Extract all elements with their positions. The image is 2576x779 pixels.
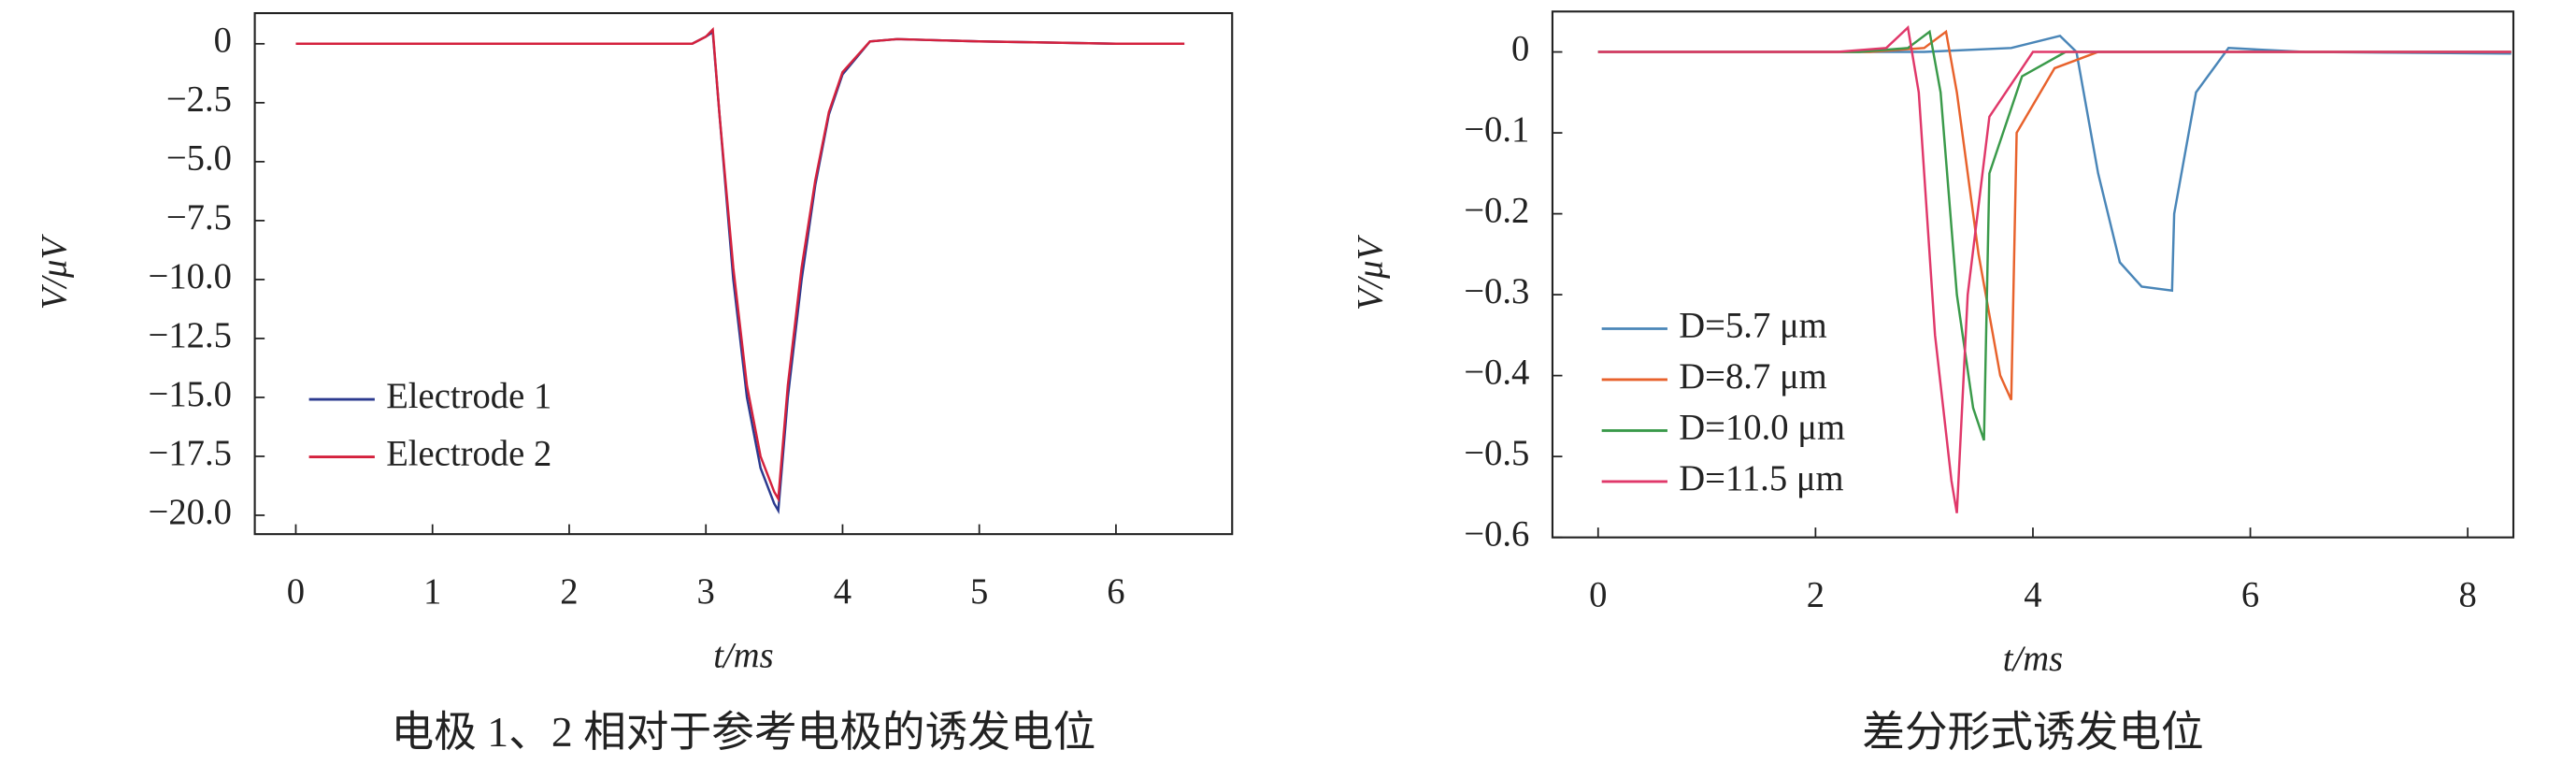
y-tick-label: −0.1 [1464,110,1529,150]
caption: 差分形式诱发电位 [1862,708,2204,756]
x-tick-label: 0 [1589,576,1607,615]
series-line [1597,25,2512,513]
x-tick-label: 4 [2024,576,2041,615]
legend-label: D=5.7 μm [1679,306,1827,345]
y-tick-label: 0 [214,22,232,61]
plot-frame [253,12,1234,536]
y-tick-label: −0.4 [1464,353,1529,393]
y-tick-label: −5.0 [166,139,232,179]
y-tick-label: −0.5 [1464,434,1529,473]
y-tick-label: −12.5 [149,316,232,355]
x-axis-label: t/ms [2003,640,2063,679]
x-tick-label: 6 [1107,572,1124,612]
x-tick-label: 4 [834,572,852,612]
y-tick-label: −0.6 [1464,515,1529,555]
y-tick-label: −0.2 [1464,191,1529,230]
y-tick-label: −15.0 [149,375,232,414]
legend-label: D=11.5 μm [1679,459,1843,498]
x-tick-label: 6 [2241,576,2259,615]
y-tick-label: 0 [1511,29,1529,68]
y-tick-label: −0.3 [1464,272,1529,311]
y-axis-label: V/μV [36,234,75,310]
y-tick-label: −10.0 [149,257,232,296]
legend-label: D=10.0 μm [1679,408,1845,447]
series-line [1597,29,2512,401]
x-tick-label: 0 [287,572,305,612]
y-tick-label: −7.5 [166,198,232,238]
x-tick-label: 2 [560,572,578,612]
x-axis-label: t/ms [713,637,773,676]
legend-label: Electrode 2 [386,434,551,473]
y-tick-label: −17.5 [149,434,232,473]
y-axis-label: V/μV [1351,234,1390,310]
x-tick-label: 2 [1807,576,1825,615]
legend-label: D=8.7 μm [1679,357,1827,397]
x-tick-label: 5 [970,572,988,612]
x-tick-label: 3 [697,572,715,612]
y-tick-label: −2.5 [166,80,232,120]
series-line [1597,34,2512,293]
y-tick-label: −20.0 [149,493,232,532]
series-line [295,26,1185,503]
x-tick-label: 8 [2458,576,2476,615]
x-tick-label: 1 [423,572,441,612]
legend-label: Electrode 1 [386,377,551,416]
caption: 电极 1、2 相对于参考电极的诱发电位 [392,708,1096,756]
